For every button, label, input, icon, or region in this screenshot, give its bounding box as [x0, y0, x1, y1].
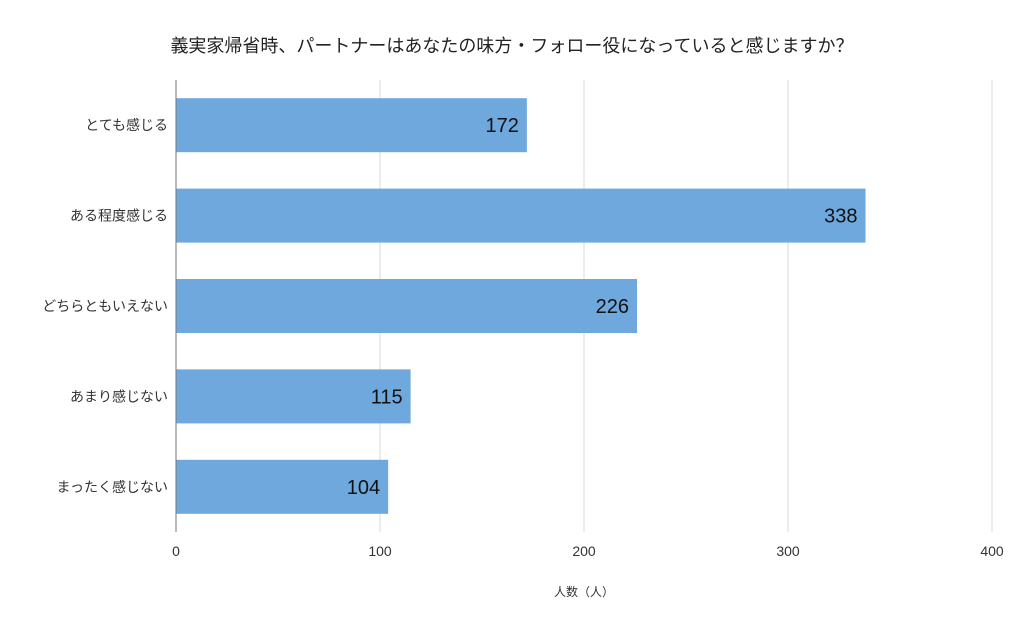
bar [176, 188, 866, 243]
category-label: とても感じる [85, 117, 168, 134]
x-tick-label: 200 [572, 543, 596, 559]
x-tick-label: 100 [368, 543, 392, 559]
category-label: まったく感じない [57, 479, 168, 496]
category-label: どちらともいえない [42, 299, 168, 315]
bars: 172 338 226 115 104 [176, 98, 866, 514]
x-tick-label: 400 [980, 543, 1004, 559]
bar-value-label: 338 [824, 206, 857, 228]
bar-value-label: 115 [371, 386, 403, 408]
x-tick-label: 300 [776, 543, 800, 559]
bar-value-label: 226 [596, 296, 629, 318]
bar-value-label: 104 [347, 477, 380, 499]
category-label: ある程度感じる [70, 208, 168, 225]
chart-title: 義実家帰省時、パートナーはあなたの味方・フォロー役になっていると感じますか？ [170, 36, 853, 57]
bar [176, 459, 389, 514]
category-label: あまり感じない [70, 388, 168, 405]
bar-value-label: 172 [486, 115, 519, 137]
x-tick-labels: 0 100 200 300 400 [172, 543, 1004, 559]
bar [176, 98, 527, 153]
bar [176, 369, 411, 424]
x-axis-title: 人数（人） [554, 584, 614, 599]
bar [176, 279, 638, 333]
x-tick-label: 0 [172, 543, 180, 559]
